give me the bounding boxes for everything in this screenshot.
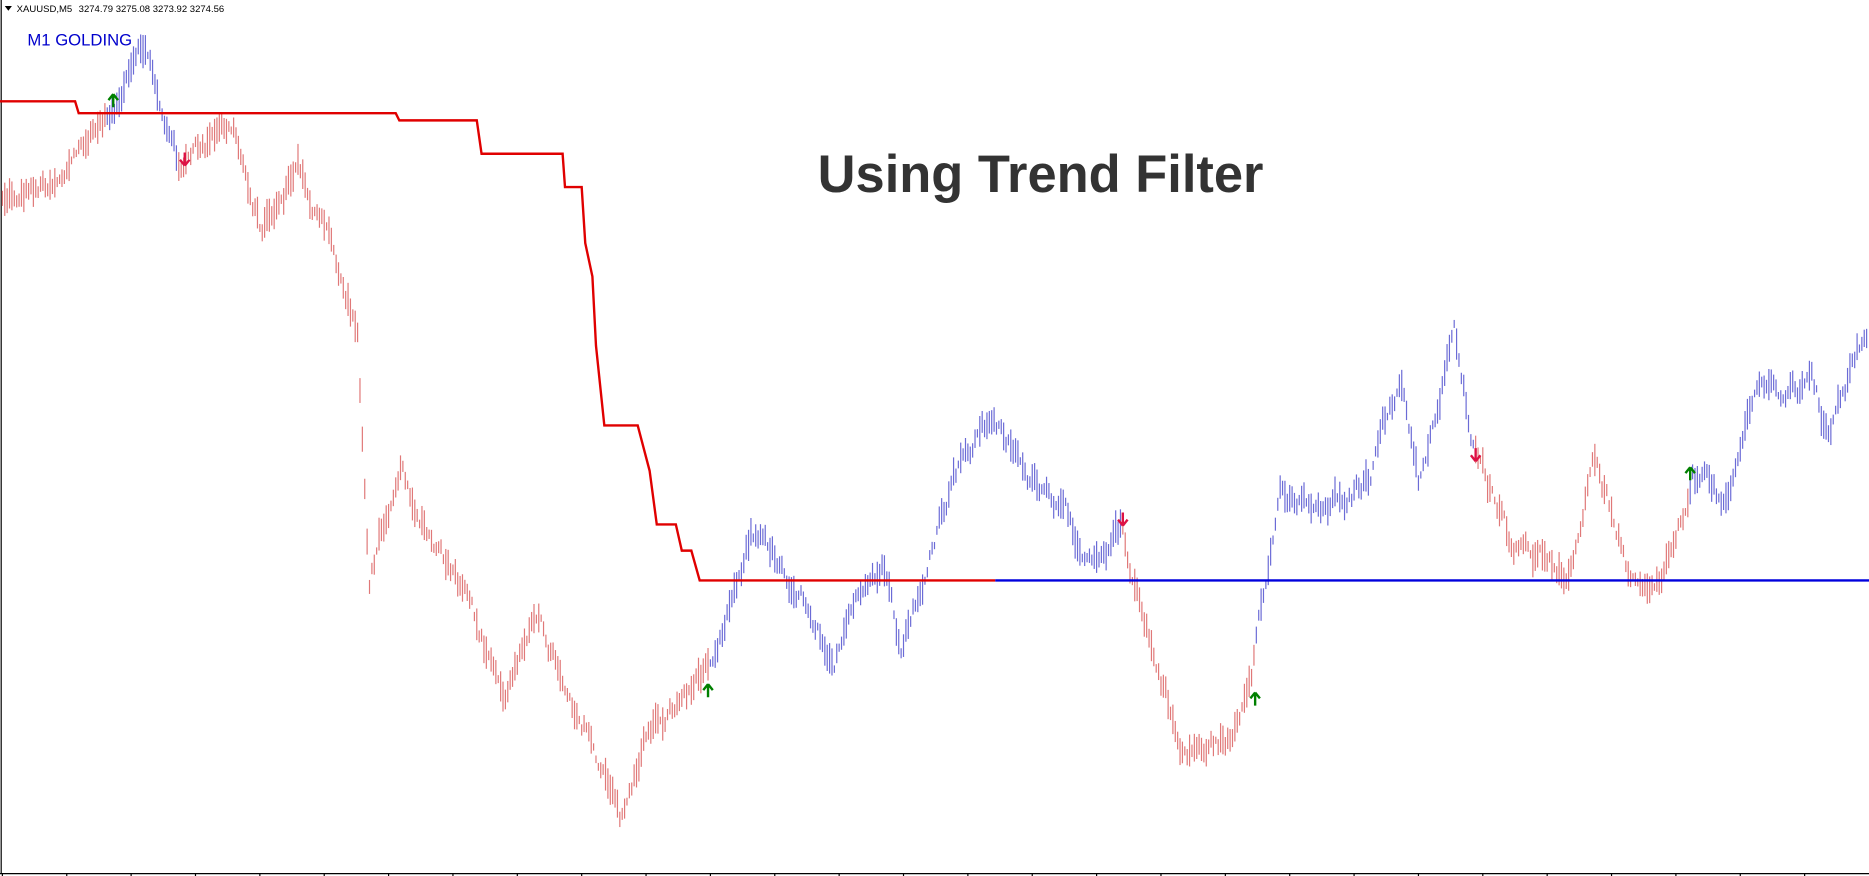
- indicator-label: M1 GOLDING: [27, 30, 132, 49]
- buy-arrow: [107, 93, 119, 108]
- quote: 3274.79 3275.08 3273.92 3274.56: [79, 4, 225, 15]
- price-bars: [1, 34, 1868, 828]
- buy-arrow: [1684, 466, 1696, 481]
- sell-arrow: [179, 152, 191, 167]
- trend-filter-down: [0, 100, 996, 582]
- buy-arrow: [702, 683, 714, 698]
- buy-arrow: [1249, 691, 1261, 706]
- symbol: XAUUSD,M5: [17, 4, 73, 15]
- sell-arrow: [1117, 512, 1129, 527]
- sell-arrow: [1469, 448, 1482, 462]
- collapse-icon[interactable]: [4, 5, 12, 11]
- signal-arrows: [107, 93, 1696, 706]
- overlay-title: Using Trend Filter: [818, 146, 1264, 204]
